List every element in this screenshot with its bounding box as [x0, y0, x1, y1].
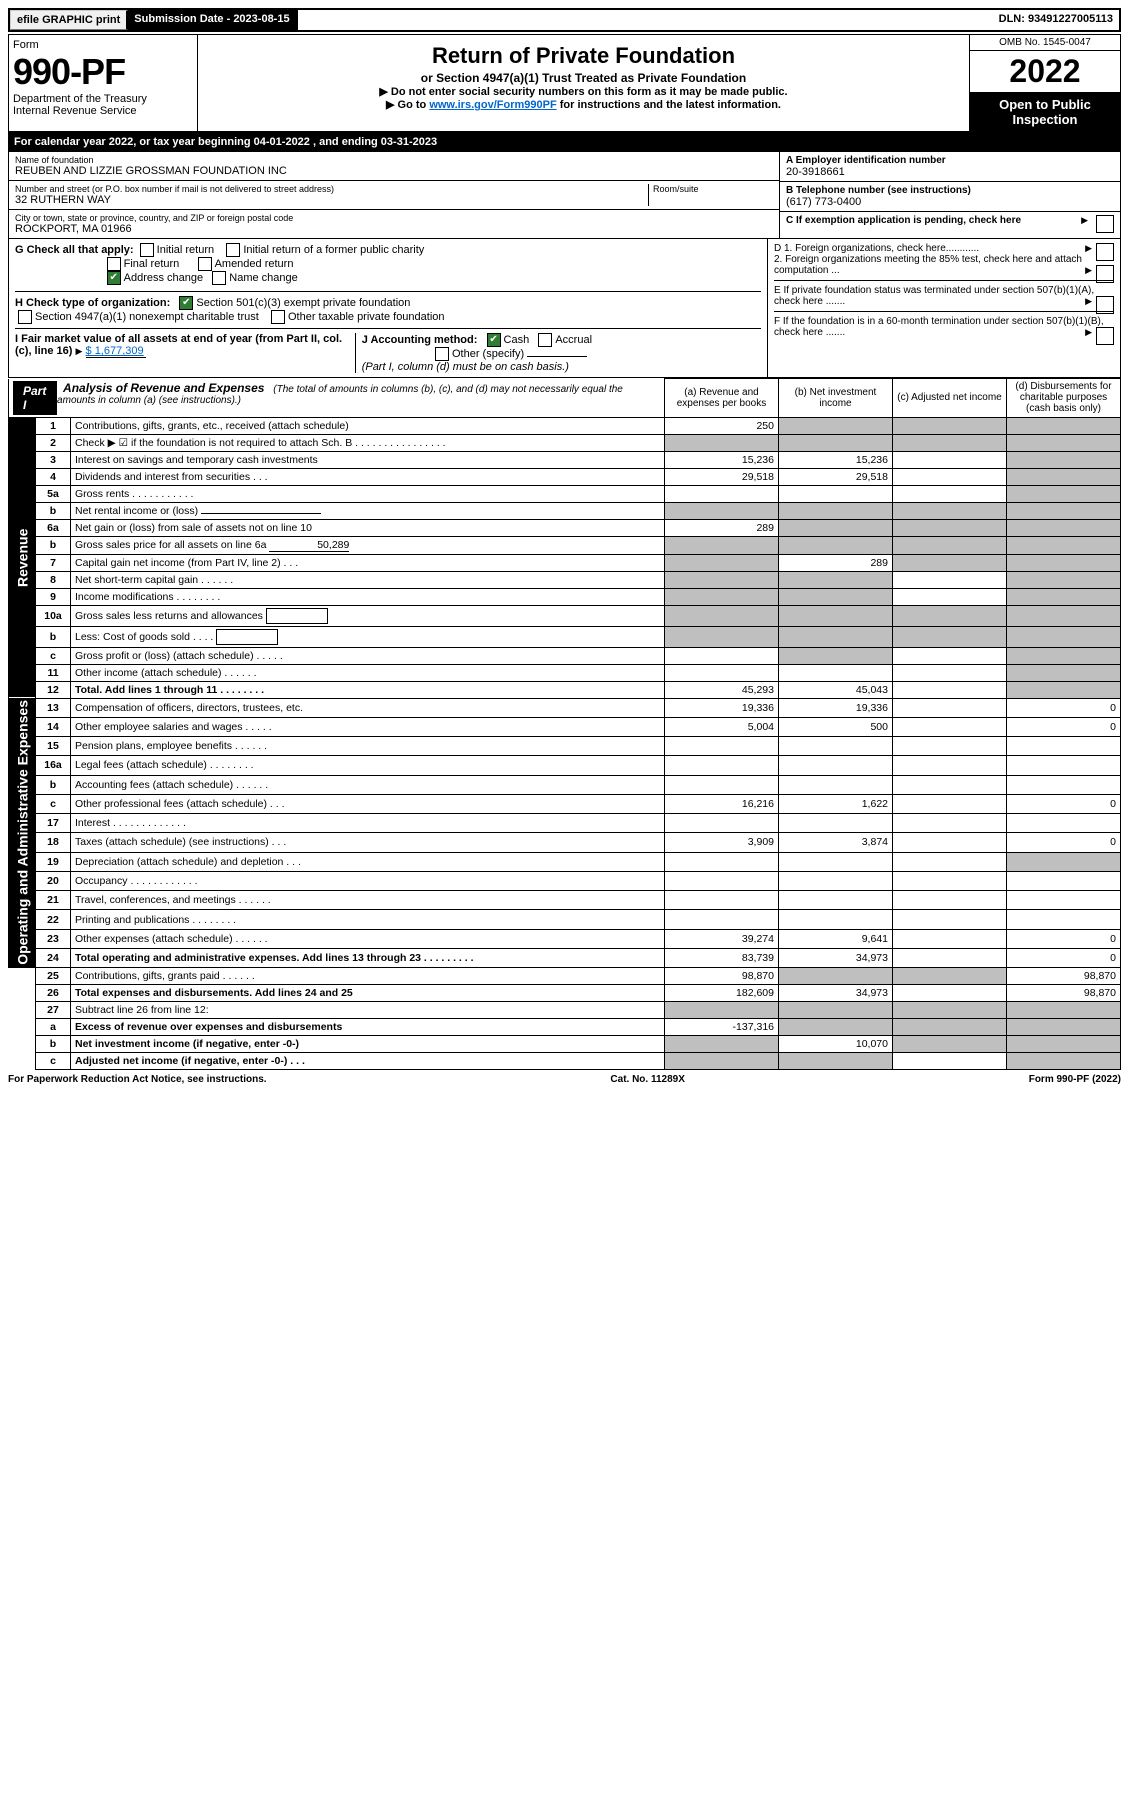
cat-number: Cat. No. 11289X — [610, 1074, 684, 1085]
d2-label: 2. Foreign organizations meeting the 85%… — [774, 254, 1082, 276]
g-label: G Check all that apply: — [15, 244, 134, 256]
ssn-note: ▶ Do not enter social security numbers o… — [204, 85, 963, 98]
address-change-chk[interactable] — [107, 271, 121, 285]
irs-link[interactable]: www.irs.gov/Form990PF — [429, 99, 556, 111]
form-ref: Form 990-PF (2022) — [1029, 1074, 1121, 1085]
submission-date: Submission Date - 2023-08-15 — [128, 10, 297, 30]
efile-print-button[interactable]: efile GRAPHIC print — [10, 10, 128, 30]
paperwork-notice: For Paperwork Reduction Act Notice, see … — [8, 1074, 267, 1085]
c-label: C If exemption application is pending, c… — [786, 215, 1021, 226]
link-note: ▶ Go to www.irs.gov/Form990PF for instru… — [204, 98, 963, 111]
d1-chk[interactable] — [1096, 243, 1114, 261]
calendar-year-row: For calendar year 2022, or tax year begi… — [8, 132, 1121, 152]
entity-info: Name of foundation REUBEN AND LIZZIE GRO… — [8, 152, 1121, 239]
street-label: Number and street (or P.O. box number if… — [15, 184, 648, 194]
ein-label: A Employer identification number — [786, 155, 1114, 166]
form-label: Form — [13, 39, 193, 51]
f-chk[interactable] — [1096, 327, 1114, 345]
revenue-side-label: Revenue — [9, 417, 36, 698]
phone-label: B Telephone number (see instructions) — [786, 185, 1114, 196]
col-b-header: (b) Net investment income — [779, 379, 893, 418]
city-state-zip: ROCKPORT, MA 01966 — [15, 223, 773, 235]
f-label: F If the foundation is in a 60-month ter… — [774, 316, 1104, 338]
checks-row: G Check all that apply: Initial return I… — [8, 239, 1121, 378]
e-label: E If private foundation status was termi… — [774, 285, 1094, 307]
omb-number: OMB No. 1545-0047 — [970, 35, 1120, 51]
foundation-name: REUBEN AND LIZZIE GROSSMAN FOUNDATION IN… — [15, 165, 773, 177]
part1-label: Part I — [13, 381, 57, 415]
initial-former-chk[interactable] — [226, 243, 240, 257]
form-header: Form 990-PF Department of the Treasury I… — [8, 34, 1121, 132]
i-label: I Fair market value of all assets at end… — [15, 333, 342, 357]
accrual-chk[interactable] — [538, 333, 552, 347]
open-public-badge: Open to Public Inspection — [970, 93, 1120, 131]
dln: DLN: 93491227005113 — [993, 10, 1119, 30]
e-chk[interactable] — [1096, 296, 1114, 314]
top-bar: efile GRAPHIC print Submission Date - 20… — [8, 8, 1121, 32]
room-label: Room/suite — [653, 184, 773, 194]
c-checkbox[interactable] — [1096, 215, 1114, 233]
other-tax-chk[interactable] — [271, 310, 285, 324]
part1-table: Part I Analysis of Revenue and Expenses … — [8, 378, 1121, 1070]
city-label: City or town, state or province, country… — [15, 213, 773, 223]
s501-chk[interactable] — [179, 296, 193, 310]
name-change-chk[interactable] — [212, 271, 226, 285]
form-title: Return of Private Foundation — [204, 43, 963, 69]
expenses-side-label: Operating and Administrative Expenses — [9, 698, 36, 968]
ein-value: 20-3918661 — [786, 166, 1114, 178]
cash-chk[interactable] — [487, 333, 501, 347]
street-address: 32 RUTHERN WAY — [15, 194, 648, 206]
name-label: Name of foundation — [15, 155, 773, 165]
phone-value: (617) 773-0400 — [786, 196, 1114, 208]
h-label: H Check type of organization: — [15, 297, 170, 309]
page-footer: For Paperwork Reduction Act Notice, see … — [8, 1070, 1121, 1089]
col-c-header: (c) Adjusted net income — [893, 379, 1007, 418]
final-return-chk[interactable] — [107, 257, 121, 271]
j-note: (Part I, column (d) must be on cash basi… — [362, 361, 569, 373]
d2-chk[interactable] — [1096, 265, 1114, 283]
form-number: 990-PF — [13, 51, 193, 93]
j-label: J Accounting method: — [362, 334, 478, 346]
tax-year: 2022 — [970, 51, 1120, 93]
dept-irs: Internal Revenue Service — [13, 105, 193, 117]
dept-treasury: Department of the Treasury — [13, 93, 193, 105]
s4947-chk[interactable] — [18, 310, 32, 324]
fmv-value[interactable]: $ 1,677,309 — [86, 345, 146, 358]
initial-return-chk[interactable] — [140, 243, 154, 257]
d1-label: D 1. Foreign organizations, check here..… — [774, 243, 979, 254]
form-subtitle: or Section 4947(a)(1) Trust Treated as P… — [204, 71, 963, 85]
col-d-header: (d) Disbursements for charitable purpose… — [1007, 379, 1121, 418]
arrow-icon — [1081, 215, 1088, 226]
amended-return-chk[interactable] — [198, 257, 212, 271]
col-a-header: (a) Revenue and expenses per books — [665, 379, 779, 418]
other-method-chk[interactable] — [435, 347, 449, 361]
